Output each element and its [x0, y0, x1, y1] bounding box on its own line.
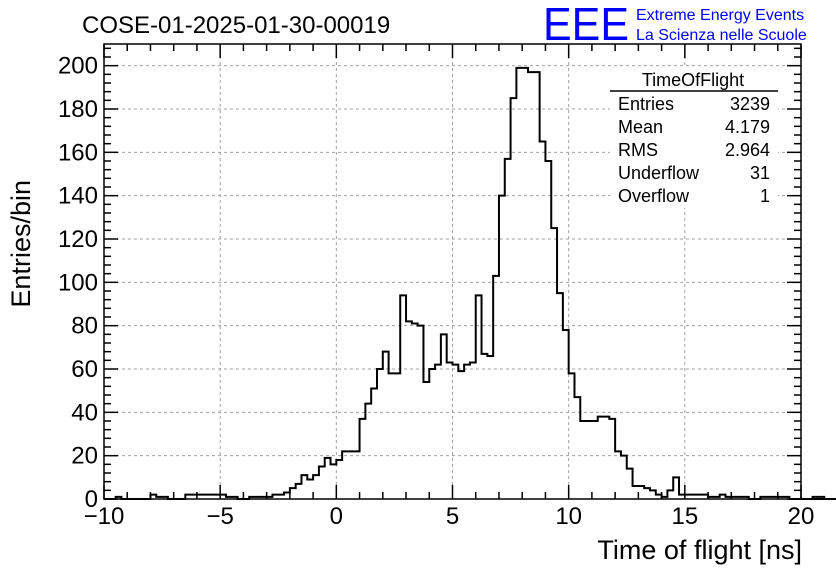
y-tick-label: 200 [58, 53, 98, 80]
stats-rms-label: RMS [618, 140, 658, 160]
x-tick-label: 0 [330, 503, 343, 530]
y-axis-label: Entries/bin [6, 180, 36, 308]
y-tick-label: 40 [71, 399, 98, 426]
y-tick-label: 160 [58, 139, 98, 166]
y-tick-label: 140 [58, 183, 98, 210]
x-tick-label: 20 [788, 503, 815, 530]
stats-mean-label: Mean [618, 117, 663, 137]
stats-entries-label: Entries [618, 94, 674, 114]
y-axis-ticks: 0 20 40 60 80 100 120 140 160 180 200 [58, 47, 801, 513]
stats-entries-value: 3239 [730, 94, 770, 114]
y-tick-label: 100 [58, 269, 98, 296]
x-tick-label: 5 [446, 503, 459, 530]
x-axis-label: Time of flight [ns] [597, 535, 802, 565]
eee-logo-mark: EEE [543, 0, 629, 50]
eee-logo-line2: La Scienza nelle Scuole [636, 27, 807, 44]
x-tick-label: 10 [555, 503, 582, 530]
y-tick-label: 0 [85, 486, 98, 513]
y-tick-label: 20 [71, 443, 98, 470]
x-tick-label: −10 [84, 503, 125, 530]
stats-overflow-label: Overflow [618, 186, 690, 206]
stats-underflow-value: 31 [750, 163, 770, 183]
x-tick-label: 15 [671, 503, 698, 530]
chart-title: COSE-01-2025-01-30-00019 [82, 12, 390, 39]
stats-box: TimeOfFlight Entries 3239 Mean 4.179 RMS… [610, 68, 778, 208]
eee-logo: EEE Extreme Energy Events La Scienza nel… [543, 0, 807, 50]
eee-logo-line1: Extreme Energy Events [636, 7, 804, 24]
y-tick-label: 60 [71, 356, 98, 383]
stats-box-title: TimeOfFlight [642, 70, 744, 90]
y-tick-label: 80 [71, 313, 98, 340]
stats-mean-value: 4.179 [725, 117, 770, 137]
x-axis-ticks: −10 −5 0 5 10 15 20 [84, 44, 815, 530]
grid-lines [104, 44, 801, 499]
stats-rms-value: 2.964 [725, 140, 770, 160]
x-tick-label: −5 [206, 503, 233, 530]
stats-underflow-label: Underflow [618, 163, 700, 183]
y-tick-label: 120 [58, 226, 98, 253]
y-tick-label: 180 [58, 96, 98, 123]
stats-overflow-value: 1 [760, 186, 770, 206]
